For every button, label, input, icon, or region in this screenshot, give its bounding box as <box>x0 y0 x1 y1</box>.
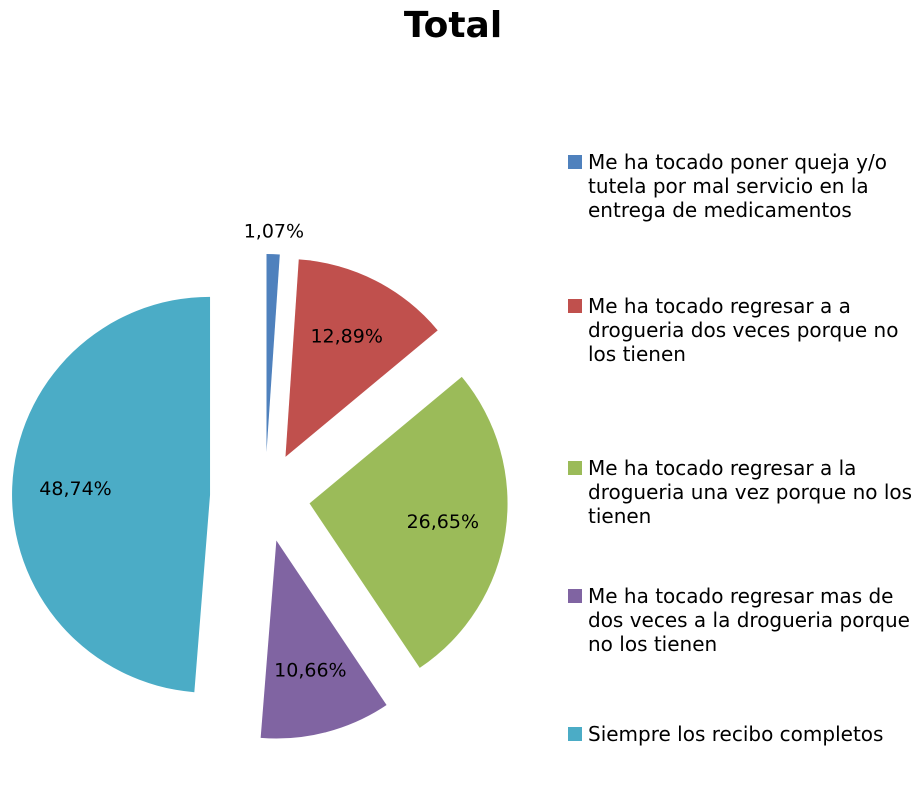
data-label: 1,07% <box>244 221 304 243</box>
legend-swatch <box>568 727 582 741</box>
legend-entry: Siempre los recibo completos <box>568 722 913 746</box>
data-label: 12,89% <box>310 326 382 348</box>
chart-title: Total <box>404 5 502 46</box>
pie-slice <box>12 296 211 693</box>
legend-label: Siempre los recibo completos <box>588 722 884 746</box>
pie-slice <box>260 540 387 739</box>
legend-entry: Me ha tocado poner queja y/o tutela por … <box>568 150 913 222</box>
legend-label: Me ha tocado regresar a la drogueria una… <box>588 456 913 528</box>
legend-entry: Me ha tocado regresar mas de dos veces a… <box>568 584 913 656</box>
legend-entry: Me ha tocado regresar a la drogueria una… <box>568 456 913 528</box>
pie-slice <box>266 254 280 453</box>
pie-slice <box>309 376 508 668</box>
legend-label: Me ha tocado regresar a a drogueria dos … <box>588 294 899 366</box>
data-label: 26,65% <box>407 511 479 533</box>
legend-swatch <box>568 589 582 603</box>
legend-swatch <box>568 155 582 169</box>
legend-swatch <box>568 461 582 475</box>
data-label: 48,74% <box>39 478 111 500</box>
legend-label: Me ha tocado regresar mas de dos veces a… <box>588 584 910 656</box>
pie-slice <box>285 259 438 457</box>
data-label: 10,66% <box>274 659 346 681</box>
legend-label: Me ha tocado poner queja y/o tutela por … <box>588 150 887 222</box>
legend-entry: Me ha tocado regresar a a drogueria dos … <box>568 294 913 366</box>
legend-swatch <box>568 299 582 313</box>
